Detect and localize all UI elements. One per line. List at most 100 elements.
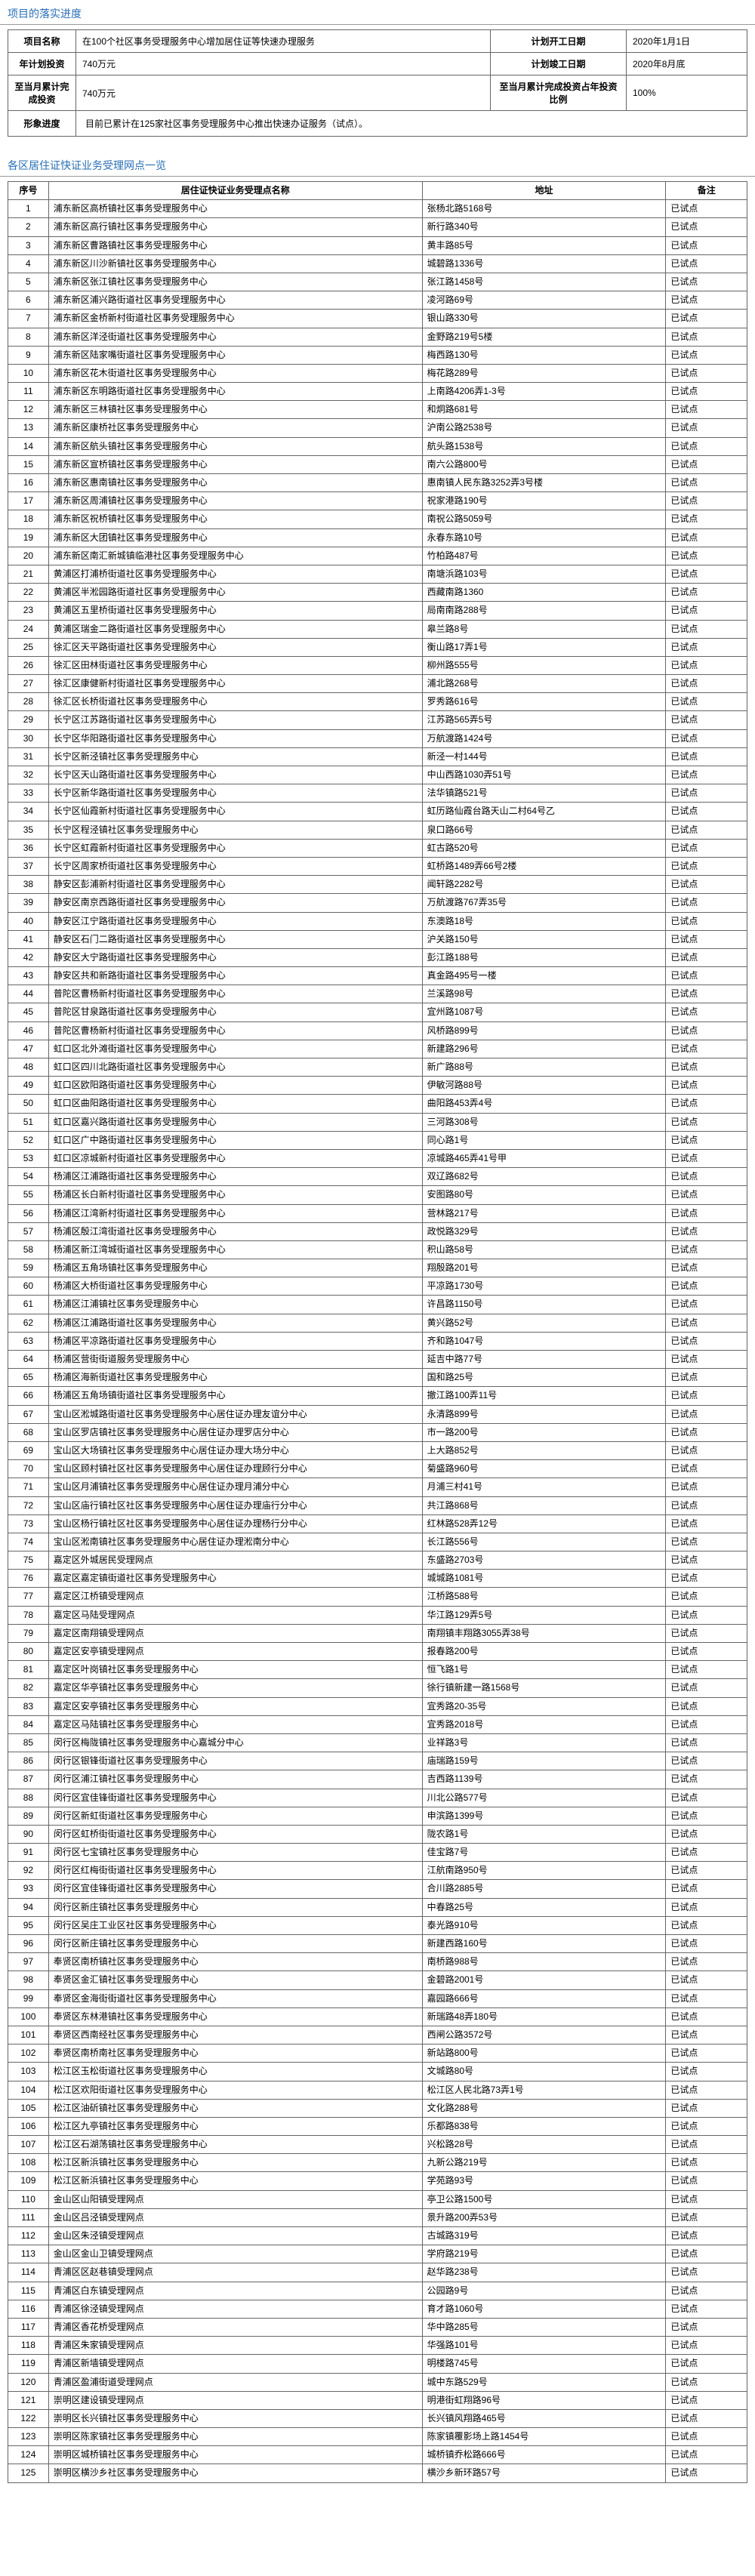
label-progress: 形象进度 [8, 111, 76, 137]
cell-seq: 117 [8, 2318, 49, 2336]
cell-rem: 已试点 [666, 912, 747, 930]
cell-seq: 88 [8, 1789, 49, 1807]
cell-name: 宝山区淞城路街道社区事务受理服务中心居住证办理友谊分中心 [48, 1405, 422, 1423]
cell-seq: 36 [8, 839, 49, 857]
cell-seq: 100 [8, 2007, 49, 2026]
cell-addr: 业祥路3号 [422, 1733, 666, 1752]
cell-rem: 已试点 [666, 2227, 747, 2245]
cell-rem: 已试点 [666, 200, 747, 218]
cell-addr: 红林路528弄12号 [422, 1514, 666, 1533]
cell-name: 长宁区虹霞新村街道社区事务受理服务中心 [48, 839, 422, 857]
cell-addr: 徐行镇新建一路1568号 [422, 1679, 666, 1697]
table-row: 91闵行区七宝镇社区事务受理服务中心佳宝路7号已试点 [8, 1844, 747, 1862]
cell-addr: 惠南镇人民东路3252弄3号楼 [422, 474, 666, 492]
cell-name: 嘉定区嘉定镇街道社区事务受理服务中心 [48, 1570, 422, 1588]
cell-name: 杨浦区长白新村街道社区事务受理服务中心 [48, 1186, 422, 1204]
header-seq: 序号 [8, 182, 49, 200]
cell-seq: 43 [8, 967, 49, 985]
cell-seq: 109 [8, 2172, 49, 2190]
cell-addr: 报春路200号 [422, 1643, 666, 1661]
cell-seq: 59 [8, 1259, 49, 1277]
cell-name: 闵行区银锋街道社区事务受理服务中心 [48, 1752, 422, 1770]
cell-name: 青浦区香花桥受理网点 [48, 2318, 422, 2336]
cell-addr: 城碧路1336号 [422, 254, 666, 273]
cell-name: 嘉定区江桥镇受理网点 [48, 1588, 422, 1606]
cell-rem: 已试点 [666, 1168, 747, 1186]
cell-name: 长宁区天山路街道社区事务受理服务中心 [48, 766, 422, 784]
cell-rem: 已试点 [666, 620, 747, 638]
table-row: 47虹口区北外滩街道社区事务受理服务中心新建路296号已试点 [8, 1040, 747, 1058]
cell-rem: 已试点 [666, 291, 747, 310]
cell-seq: 86 [8, 1752, 49, 1770]
cell-rem: 已试点 [666, 364, 747, 382]
table-row: 31长宁区新泾镇社区事务受理服务中心新泾一村144号已试点 [8, 747, 747, 766]
table-row: 19浦东新区大团镇社区事务受理服务中心永春东路10号已试点 [8, 528, 747, 547]
table-row: 3浦东新区曹路镇社区事务受理服务中心黄丰路85号已试点 [8, 236, 747, 254]
cell-addr: 城桥镇乔松路666号 [422, 2446, 666, 2464]
cell-addr: 彭江路188号 [422, 948, 666, 966]
cell-seq: 106 [8, 2117, 49, 2135]
cell-rem: 已试点 [666, 1661, 747, 1679]
table-row: 34长宁区仙霞新村街道社区事务受理服务中心虹历路仙霞台路天山二村64号乙已试点 [8, 803, 747, 821]
cell-rem: 已试点 [666, 1332, 747, 1350]
cell-name: 闵行区新庄镇社区事务受理服务中心 [48, 1898, 422, 1916]
cell-name: 嘉定区安亭镇社区事务受理服务中心 [48, 1697, 422, 1715]
label-cum-ratio: 至当月累计完成投资占年投资比例 [491, 75, 627, 111]
cell-name: 奉贤区东林港镇社区事务受理服务中心 [48, 2007, 422, 2026]
cell-rem: 已试点 [666, 729, 747, 747]
cell-seq: 66 [8, 1387, 49, 1405]
cell-addr: 虹古路520号 [422, 839, 666, 857]
cell-rem: 已试点 [666, 1204, 747, 1222]
cell-rem: 已试点 [666, 1351, 747, 1369]
cell-addr: 航头路1538号 [422, 437, 666, 455]
cell-seq: 119 [8, 2355, 49, 2373]
cell-seq: 4 [8, 254, 49, 273]
cell-rem: 已试点 [666, 1880, 747, 1898]
table-row: 58杨浦区新江湾城街道社区事务受理服务中心积山路58号已试点 [8, 1240, 747, 1259]
cell-rem: 已试点 [666, 510, 747, 528]
cell-addr: 兴松路28号 [422, 2136, 666, 2154]
table-row: 113金山区金山卫镇受理网点学府路219号已试点 [8, 2245, 747, 2263]
cell-name: 徐汇区田林街道社区事务受理服务中心 [48, 656, 422, 674]
cell-name: 浦东新区高桥镇社区事务受理服务中心 [48, 200, 422, 218]
cell-addr: 沪南公路2538号 [422, 419, 666, 437]
cell-name: 普陀区曹杨新村街道社区事务受理服务中心 [48, 1021, 422, 1040]
cell-name: 嘉定区华亭镇社区事务受理服务中心 [48, 1679, 422, 1697]
cell-addr: 上大路852号 [422, 1441, 666, 1459]
cell-seq: 108 [8, 2154, 49, 2172]
cell-name: 青浦区区赵巷镇受理网点 [48, 2263, 422, 2282]
cell-seq: 79 [8, 1624, 49, 1642]
cell-name: 长宁区程泾镇社区事务受理服务中心 [48, 821, 422, 839]
cell-name: 浦东新区陆家嘴街道社区事务受理服务中心 [48, 346, 422, 364]
cell-addr: 银山路330号 [422, 310, 666, 328]
cell-rem: 已试点 [666, 1606, 747, 1624]
cell-seq: 19 [8, 528, 49, 547]
cell-name: 徐汇区长桥街道社区事务受理服务中心 [48, 693, 422, 711]
cell-seq: 53 [8, 1149, 49, 1167]
cell-name: 杨浦区殷江湾街道社区事务受理服务中心 [48, 1222, 422, 1240]
cell-name: 青浦区白东镇受理网点 [48, 2282, 422, 2300]
cell-rem: 已试点 [666, 1752, 747, 1770]
cell-seq: 30 [8, 729, 49, 747]
cell-addr: 泰光路910号 [422, 1916, 666, 1934]
table-row: 64杨浦区营街街道服务受理服务中心延吉中路77号已试点 [8, 1351, 747, 1369]
table-row: 4浦东新区川沙新镇社区事务受理服务中心城碧路1336号已试点 [8, 254, 747, 273]
cell-name: 奉贤区南桥镇社区事务受理服务中心 [48, 1953, 422, 1971]
table-row: 109松江区新浜镇社区事务受理服务中心学苑路93号已试点 [8, 2172, 747, 2190]
cell-addr: 吉西路1139号 [422, 1770, 666, 1789]
cell-name: 松江区欢阳街道社区事务受理服务中心 [48, 2081, 422, 2099]
cell-name: 杨浦区营街街道服务受理服务中心 [48, 1351, 422, 1369]
cell-rem: 已试点 [666, 1844, 747, 1862]
cell-name: 崇明区横沙乡社区事务受理服务中心 [48, 2464, 422, 2482]
cell-seq: 63 [8, 1332, 49, 1350]
cell-rem: 已试点 [666, 894, 747, 912]
table-row: 36长宁区虹霞新村街道社区事务受理服务中心虹古路520号已试点 [8, 839, 747, 857]
cell-addr: 双辽路682号 [422, 1168, 666, 1186]
cell-seq: 77 [8, 1588, 49, 1606]
cell-addr: 凉城路465弄41号甲 [422, 1149, 666, 1167]
cell-addr: 国和路25号 [422, 1369, 666, 1387]
table-row: 22黄浦区半淞园路街道社区事务受理服务中心西藏南路1360已试点 [8, 584, 747, 602]
table-row: 38静安区彭浦新村街道社区事务受理服务中心闻轩路2282号已试点 [8, 876, 747, 894]
cell-rem: 已试点 [666, 985, 747, 1003]
cell-name: 浦东新区惠南镇社区事务受理服务中心 [48, 474, 422, 492]
